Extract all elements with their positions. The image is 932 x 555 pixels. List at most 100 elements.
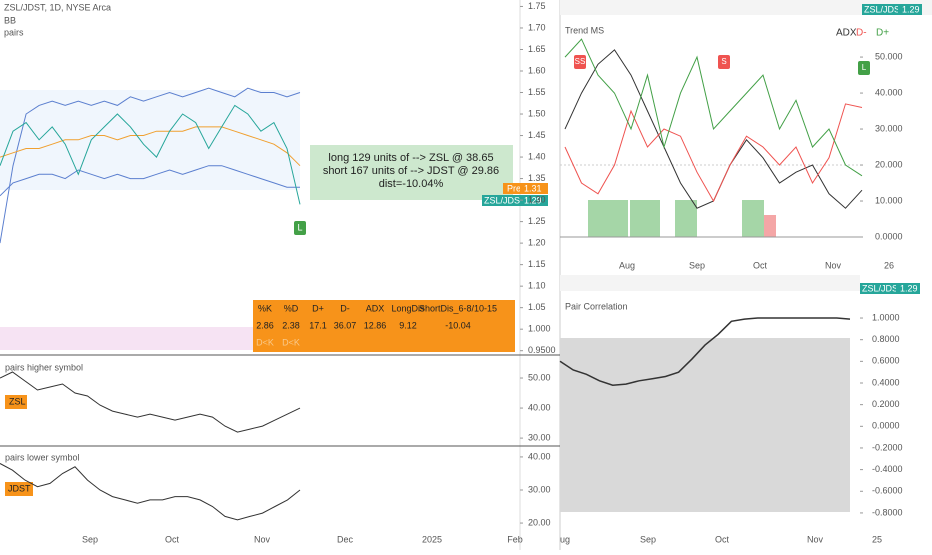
x-tick-label: Oct [165,534,180,544]
y-tick-label: 1.35 [528,173,546,183]
y-tick-label: 1.05 [528,302,546,312]
series-line [559,317,851,386]
y-tick-label: 10.000 [875,195,903,205]
annotation: dist=-10.04% [379,178,444,190]
legend-entry: ADX [836,28,857,39]
table-cell: 17.1 [309,320,327,330]
series-line [564,103,863,203]
y-tick-label: 20.000 [875,159,903,169]
x-tick-label: 2025 [422,534,442,544]
legend-entry: D+ [876,28,889,39]
mini-strip [560,0,932,15]
strip-tag-value: 1.29 [900,283,918,293]
trend-hist [742,200,764,237]
trend-hist [630,200,660,237]
table-cell: 2.38 [282,320,300,330]
signal-label: L [297,222,302,232]
table-cell: 2.86 [256,320,274,330]
x-tick-label: Nov [254,534,271,544]
table-cell: -10.04 [445,320,471,330]
y-tick-label: 40.000 [875,87,903,97]
x-tick-label: Sep [689,260,705,270]
x-tick-label: Sep [82,534,98,544]
indicator: BB [4,15,16,25]
strip-tag [862,4,898,15]
x-tick-label: ug [560,534,570,544]
y-tick-label: 40.00 [528,402,551,412]
table-cell: 12.86 [364,320,387,330]
symbol-tag [5,482,33,496]
y-tick-label: 1.30 [528,194,546,204]
series-line [0,104,301,205]
signal [294,221,306,235]
trend-hist [675,200,697,237]
strip-tag [898,4,922,15]
pane-title: pairs higher symbol [5,362,83,372]
y-tick-label: -0.8000 [872,507,903,517]
y-tick-label: 1.60 [528,65,546,75]
bb-fill [0,90,300,190]
trend-hist [764,215,776,237]
mini-strip [560,275,860,291]
series-line [0,126,301,167]
y-tick-label: 1.10 [528,281,546,291]
y-tick-label: 50.000 [875,51,903,61]
signal [718,55,730,69]
y-tick-label: 0.2000 [872,399,900,409]
zone [0,327,253,350]
table-header: %K [258,303,272,313]
series-line [564,38,863,177]
signal-label: S [721,57,726,66]
series-line [0,463,301,521]
annotation: short 167 units of --> JDST @ 29.86 [323,165,499,177]
indicator: pairs [4,27,24,37]
legend-entry: D- [856,28,867,39]
price-tag [503,183,520,194]
y-tick-label: 1.45 [528,130,546,140]
strip-tag-name: ZSL/JDST [864,4,906,14]
y-tick-label: 1.65 [528,44,546,54]
series-line [0,87,301,244]
strip-tag-value: 1.29 [902,4,920,14]
annotation: long 129 units of --> ZSL @ 38.65 [328,152,493,164]
y-tick-label: -0.4000 [872,464,903,474]
x-tick-label: 25 [872,534,882,544]
table-header: ADX [366,303,385,313]
y-tick-label: 1.15 [528,259,546,269]
x-tick-label: Oct [715,534,730,544]
pane-title: pairs lower symbol [5,452,80,462]
pane-title: Trend MS [565,25,604,35]
series-line [0,371,301,433]
x-tick-label: Aug [619,260,635,270]
y-tick-label: 1.40 [528,151,546,161]
y-tick-label: 30.00 [528,432,551,442]
x-tick-label: Nov [825,260,842,270]
trend-hist [588,200,628,237]
table-header: ShortDis_6-8/10-15 [419,303,497,313]
pane-title: Pair Correlation [565,301,628,311]
y-tick-label: 1.70 [528,22,546,32]
x-tick-label: Nov [807,534,824,544]
y-tick-label: 0.8000 [872,334,900,344]
x-tick-label: Sep [640,534,656,544]
strip-tag [860,283,896,294]
annotation-box [310,145,513,200]
series-line [0,165,300,197]
symbol: ZSL/JDST, 1D, NYSE Arca [4,2,111,12]
y-tick-label: 1.0000 [872,312,900,322]
x-tick-label: 26 [884,260,894,270]
symbol-tag-label: ZSL [9,396,26,406]
price-tag [520,195,548,206]
y-tick-label: -0.6000 [872,486,903,496]
y-tick-label: -0.2000 [872,442,903,452]
signal-label: SS [575,57,586,66]
info-table [253,300,515,352]
y-tick-label: 30.00 [528,484,551,494]
y-tick-label: 1.20 [528,237,546,247]
x-tick-label: Dec [337,534,354,544]
table-header: D+ [312,303,324,313]
signal [858,61,870,75]
y-tick-label: 0.6000 [872,356,900,366]
